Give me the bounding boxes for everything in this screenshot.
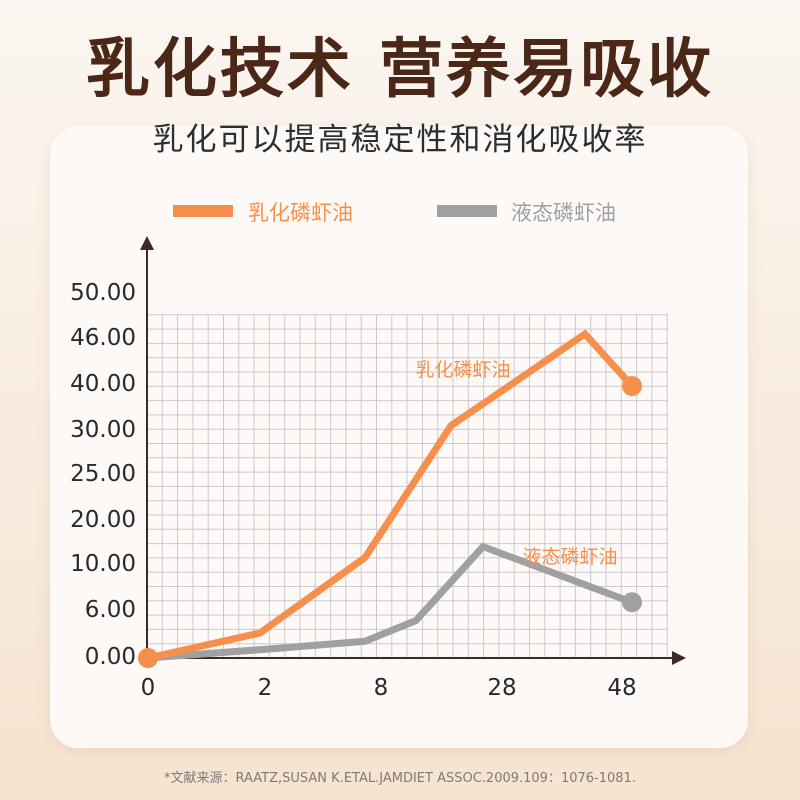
y-tick-label: 30.00 [70, 417, 136, 443]
x-tick-label: 28 [487, 675, 516, 701]
series-start-point [138, 648, 158, 668]
y-tick-labels: 0.00 6.00 10.00 20.00 25.00 30.00 40.00 46.00 50… [70, 280, 136, 670]
series-end-point [622, 376, 642, 396]
x-tick-labels: 0 2 8 28 48 [141, 675, 637, 701]
chart-card [50, 126, 748, 748]
x-tick-label: 2 [258, 675, 273, 701]
y-tick-label: 20.00 [70, 507, 136, 533]
legend-swatch [173, 205, 233, 217]
legend-label: 乳化磷虾油 [248, 201, 353, 225]
series-line [147, 542, 634, 662]
y-tick-label: 40.00 [70, 371, 136, 397]
headline: 乳化技术 营养易吸收 [85, 33, 715, 107]
x-axis-arrow [672, 651, 686, 665]
x-tick-label: 48 [607, 675, 636, 701]
grid [146, 314, 668, 659]
y-tick-label: 10.00 [70, 551, 136, 577]
citation: *文献来源：RAATZ,SUSAN K.ETAL.JAMDIET ASSOC.2… [164, 771, 636, 786]
x-tick-label: 8 [374, 675, 389, 701]
series-label: 液态磷虾油 [522, 546, 617, 568]
y-tick-label: 46.00 [70, 325, 136, 351]
y-axis-arrow [140, 236, 154, 250]
legend: 乳化磷虾油 液态磷虾油 [173, 201, 616, 225]
axes [140, 236, 686, 665]
subtitle: 乳化可以提高稳定性和消化吸收率 [152, 122, 648, 158]
x-tick-label: 0 [141, 675, 156, 701]
series-line [147, 329, 635, 662]
series-lines [138, 329, 642, 668]
legend-swatch [437, 205, 497, 217]
series-label: 乳化磷虾油 [415, 359, 510, 381]
y-tick-label: 50.00 [70, 280, 136, 306]
y-tick-label: 25.00 [70, 461, 136, 487]
y-tick-label: 0.00 [85, 644, 136, 670]
series-end-point [622, 592, 642, 613]
y-tick-label: 6.00 [85, 597, 136, 623]
legend-label: 液态磷虾油 [511, 201, 616, 225]
